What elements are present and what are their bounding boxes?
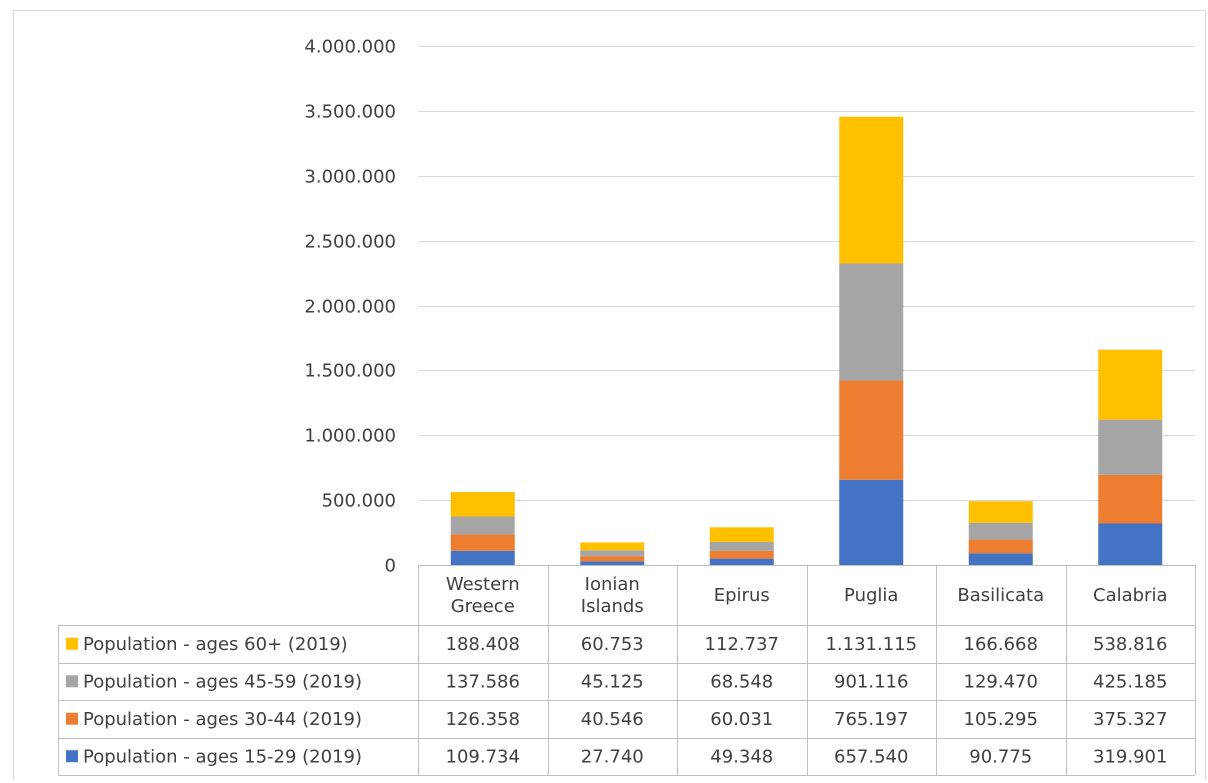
y-tick-label: 2.500.000 bbox=[304, 232, 396, 253]
table-value: 49.348 bbox=[710, 746, 773, 767]
y-tick-label: 2.000.000 bbox=[304, 297, 396, 318]
series-name: Population - ages 60+ (2019) bbox=[83, 634, 348, 655]
y-tick-label: 3.500.000 bbox=[304, 102, 396, 123]
bar-segment bbox=[450, 550, 515, 565]
series-name: Population - ages 45-59 (2019) bbox=[83, 671, 362, 692]
bar-segment bbox=[580, 556, 645, 562]
bar-segment bbox=[839, 263, 904, 381]
bar-segment bbox=[839, 116, 904, 264]
table-value: 188.408 bbox=[446, 634, 520, 655]
y-tick-label: 0 bbox=[385, 556, 396, 577]
category-label: Western bbox=[446, 574, 520, 595]
legend-key bbox=[66, 675, 78, 688]
bar-segment bbox=[709, 558, 774, 565]
table-value: 657.540 bbox=[834, 746, 908, 767]
y-tick-label: 3.000.000 bbox=[304, 167, 396, 188]
table-value: 375.327 bbox=[1093, 709, 1167, 730]
bar-segment bbox=[709, 541, 774, 551]
bar-segment bbox=[1098, 349, 1163, 420]
bar-segment bbox=[839, 479, 904, 565]
y-tick-label: 500.000 bbox=[322, 491, 396, 512]
y-tick-label: 1.000.000 bbox=[304, 426, 396, 447]
y-tick-label: 4.000.000 bbox=[304, 37, 396, 58]
category-label: Epirus bbox=[714, 585, 770, 606]
bar-segment bbox=[709, 550, 774, 559]
bar-segment bbox=[1098, 523, 1163, 565]
category-label: Greece bbox=[451, 596, 515, 617]
bar-segment bbox=[580, 542, 645, 551]
category-label: Basilicata bbox=[957, 585, 1044, 606]
bar-segment bbox=[709, 527, 774, 542]
table-value: 112.737 bbox=[705, 634, 779, 655]
series-name: Population - ages 30-44 (2019) bbox=[83, 709, 362, 730]
table-value: 538.816 bbox=[1093, 634, 1167, 655]
bar-segment bbox=[450, 516, 515, 535]
table-value: 1.131.115 bbox=[825, 634, 917, 655]
table-value: 126.358 bbox=[446, 709, 520, 730]
category-label: Calabria bbox=[1093, 585, 1168, 606]
bar-segment bbox=[968, 539, 1033, 554]
table-value: 90.775 bbox=[969, 746, 1032, 767]
table-value: 109.734 bbox=[446, 746, 520, 767]
category-label: Puglia bbox=[844, 585, 898, 606]
bar-segment bbox=[450, 492, 515, 517]
table-value: 27.740 bbox=[581, 746, 644, 767]
bar-segment bbox=[968, 522, 1033, 540]
bar-segment bbox=[1098, 419, 1163, 475]
bar-segment bbox=[1098, 474, 1163, 524]
table-value: 765.197 bbox=[834, 709, 908, 730]
bar-segment bbox=[580, 550, 645, 557]
table-value: 40.546 bbox=[581, 709, 644, 730]
series-name: Population - ages 15-29 (2019) bbox=[83, 746, 362, 767]
table-value: 60.753 bbox=[581, 634, 644, 655]
table-value: 45.125 bbox=[581, 671, 644, 692]
bar-segment bbox=[968, 553, 1033, 565]
legend-key bbox=[66, 750, 78, 763]
category-label: Islands bbox=[581, 596, 644, 617]
table-value: 60.031 bbox=[710, 709, 773, 730]
bar-segment bbox=[580, 561, 645, 565]
table-value: 425.185 bbox=[1093, 671, 1167, 692]
bar-segment bbox=[450, 534, 515, 551]
y-tick-label: 1.500.000 bbox=[304, 361, 396, 382]
table-value: 166.668 bbox=[964, 634, 1038, 655]
legend-key bbox=[66, 637, 78, 650]
bar-segment bbox=[968, 501, 1033, 523]
table-value: 68.548 bbox=[710, 671, 773, 692]
table-value: 137.586 bbox=[446, 671, 520, 692]
table-value: 901.116 bbox=[834, 671, 908, 692]
table-value: 129.470 bbox=[964, 671, 1038, 692]
category-label: Ionian bbox=[585, 574, 640, 595]
table-value: 319.901 bbox=[1093, 746, 1167, 767]
bar-segment bbox=[839, 380, 904, 480]
table-value: 105.295 bbox=[964, 709, 1038, 730]
legend-key bbox=[66, 712, 78, 725]
